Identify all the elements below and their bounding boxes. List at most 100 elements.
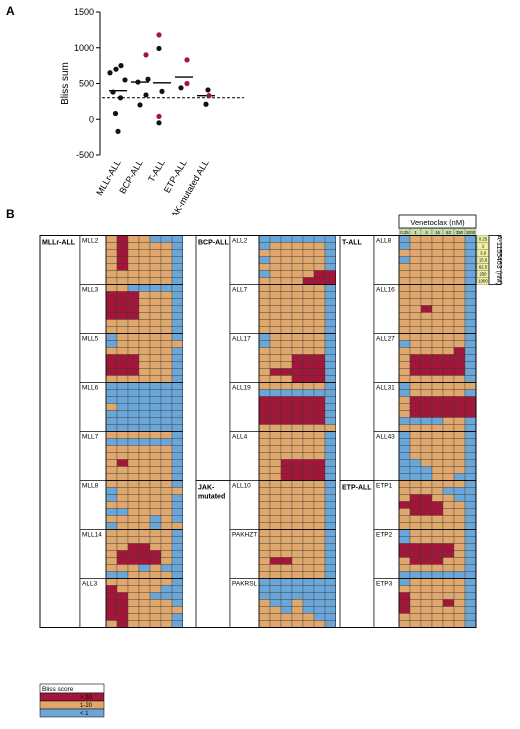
heatmap-cell	[324, 263, 337, 271]
heatmap-cell	[116, 578, 129, 586]
heatmap-cell	[313, 529, 326, 537]
heatmap-cell	[171, 459, 184, 467]
heatmap-cell	[398, 445, 411, 453]
heatmap-cell	[171, 564, 184, 572]
heatmap-cell	[324, 606, 337, 614]
heatmap-cell	[431, 522, 444, 530]
heatmap-cell	[149, 564, 162, 572]
heatmap-cell	[431, 494, 444, 502]
heatmap-cell	[302, 305, 315, 313]
heatmap-cell	[464, 578, 477, 586]
heatmap-cell	[420, 382, 433, 390]
heatmap-cell	[138, 417, 151, 425]
heatmap-cell	[431, 452, 444, 460]
heatmap-cell	[313, 312, 326, 320]
heatmap-cell	[324, 550, 337, 558]
heatmap-cell	[258, 438, 271, 446]
heatmap-cell	[464, 263, 477, 271]
heatmap-cell	[464, 438, 477, 446]
heatmap-cell	[269, 354, 282, 362]
heatmap-cell	[116, 333, 129, 341]
heatmap-cell	[291, 333, 304, 341]
heatmap-cell	[302, 459, 315, 467]
heatmap-cell	[280, 606, 293, 614]
heatmap-cell	[280, 249, 293, 257]
heatmap-cell	[269, 599, 282, 607]
heatmap-cell	[442, 480, 455, 488]
heatmap-cell	[398, 466, 411, 474]
heatmap-cell	[398, 403, 411, 411]
heatmap-cell	[398, 564, 411, 572]
heatmap-cell	[116, 326, 129, 334]
heatmap-cell	[431, 529, 444, 537]
heatmap-cell	[313, 354, 326, 362]
heatmap-cell	[324, 529, 337, 537]
heatmap-cell	[453, 354, 466, 362]
heatmap-cell	[160, 620, 173, 628]
heatmap-cell	[431, 599, 444, 607]
sample-label: MLL8	[82, 483, 99, 490]
heatmap-cell	[302, 291, 315, 299]
heatmap-cell	[291, 249, 304, 257]
heatmap-cell	[138, 529, 151, 537]
heatmap-cell	[291, 410, 304, 418]
heatmap-cell	[313, 571, 326, 579]
a1155463-dose-label: 1	[482, 244, 485, 249]
heatmap-cell	[442, 592, 455, 600]
heatmap-cell	[453, 466, 466, 474]
heatmap-cell	[269, 340, 282, 348]
heatmap-cell	[138, 501, 151, 509]
venetoclax-dose-label: 16	[435, 230, 440, 235]
heatmap-cell	[313, 438, 326, 446]
heatmap-cell	[105, 508, 118, 516]
heatmap-cell	[258, 487, 271, 495]
heatmap-cell	[291, 312, 304, 320]
heatmap-cell	[464, 452, 477, 460]
sample-label: ALL19	[232, 385, 251, 392]
heatmap-cell	[149, 375, 162, 383]
heatmap-cell	[398, 235, 411, 243]
heatmap-cell	[138, 480, 151, 488]
data-point	[110, 89, 116, 95]
heatmap-cell	[280, 263, 293, 271]
heatmap-cell	[258, 599, 271, 607]
heatmap-cell	[269, 571, 282, 579]
heatmap-cell	[258, 494, 271, 502]
heatmap-cell	[420, 522, 433, 530]
heatmap-cell	[127, 529, 140, 537]
heatmap-cell	[149, 347, 162, 355]
heatmap-cell	[442, 487, 455, 495]
heatmap-cell	[149, 431, 162, 439]
heatmap-cell	[442, 578, 455, 586]
heatmap-cell	[313, 424, 326, 432]
heatmap-cell	[269, 501, 282, 509]
heatmap-cell	[409, 417, 422, 425]
heatmap-cell	[105, 361, 118, 369]
heatmap-cell	[269, 620, 282, 628]
heatmap-cell	[171, 599, 184, 607]
sample-label-box	[373, 382, 400, 432]
heatmap-cell	[269, 403, 282, 411]
heatmap-cell	[138, 291, 151, 299]
heatmap-cell	[116, 389, 129, 397]
heatmap-cell	[291, 389, 304, 397]
heatmap-cell	[171, 396, 184, 404]
heatmap-cell	[269, 557, 282, 565]
heatmap-cell	[171, 291, 184, 299]
heatmap-cell	[409, 249, 422, 257]
heatmap-cell	[149, 501, 162, 509]
heatmap-cell	[313, 326, 326, 334]
heatmap-cell	[280, 557, 293, 565]
heatmap-cell	[171, 543, 184, 551]
venetoclax-header-box	[398, 214, 477, 229]
venetoclax-dose-label: 1000	[466, 230, 476, 235]
heatmap-cell	[138, 256, 151, 264]
heatmap-cell	[464, 305, 477, 313]
heatmap-cell	[116, 403, 129, 411]
heatmap-cell	[398, 284, 411, 292]
heatmap-cell	[409, 277, 422, 285]
heatmap-cell	[398, 347, 411, 355]
heatmap-cell	[398, 389, 411, 397]
heatmap-cell	[160, 480, 173, 488]
heatmap-cell	[116, 431, 129, 439]
